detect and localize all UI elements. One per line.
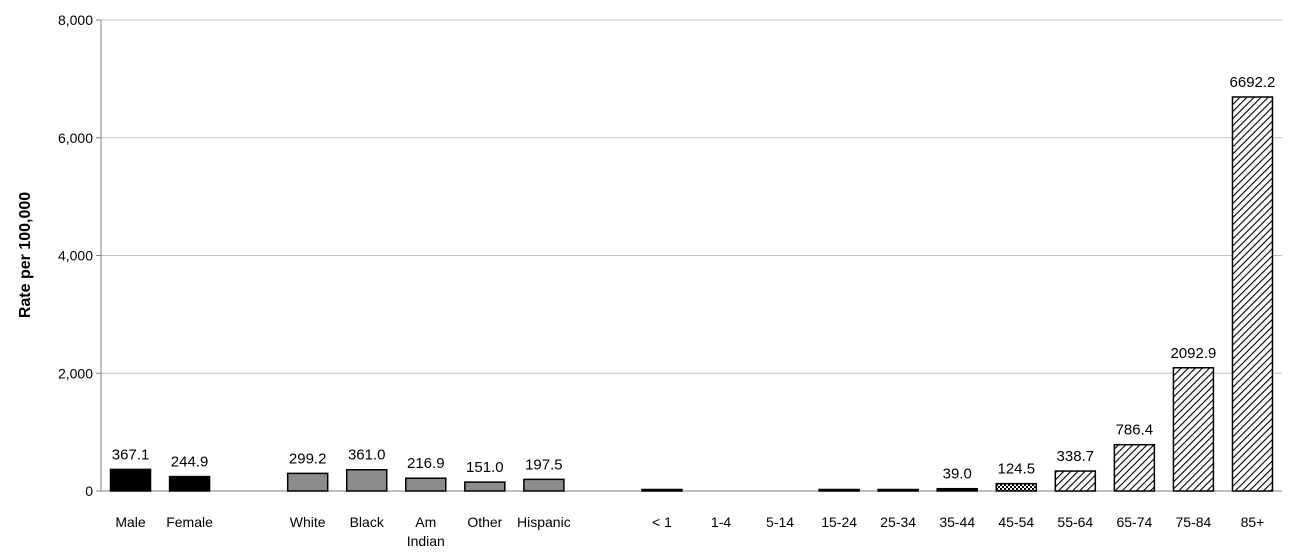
y-axis-label: Rate per 100,000: [17, 192, 34, 318]
y-tick-label: 4,000: [58, 248, 93, 264]
data-label: 299.2: [289, 450, 327, 467]
data-label: 197.5: [525, 456, 563, 473]
data-label: 2092.9: [1170, 345, 1216, 362]
data-label: 216.9: [407, 455, 445, 472]
bar: [345, 468, 388, 492]
x-tick-label: Black: [350, 514, 385, 530]
data-label: 786.4: [1116, 422, 1154, 439]
x-tick-label: 35-44: [939, 514, 975, 530]
bar: [168, 475, 211, 492]
x-tick-label: < 1: [652, 514, 672, 530]
bar: [405, 477, 447, 492]
bar: [936, 487, 978, 492]
bar: [1231, 96, 1274, 492]
x-tick-label: 1-4: [711, 514, 731, 530]
data-label: 367.1: [112, 446, 150, 463]
y-tick-label: 2,000: [58, 365, 93, 381]
data-label: 151.0: [466, 459, 504, 476]
bar: [995, 482, 1038, 492]
bars: 367.1 244.9 299.2 361.0 216.9 151.0 197.5 39.0 1…: [109, 74, 1276, 492]
data-label: 361.0: [348, 447, 386, 464]
y-tick-label: 8,000: [58, 12, 93, 28]
x-tick-label: White: [290, 514, 326, 530]
x-tick-label: Female: [166, 514, 213, 530]
x-tick-label: 25-34: [880, 514, 916, 530]
x-tick-label: 5-14: [766, 514, 794, 530]
x-tick-label: 85+: [1241, 514, 1265, 530]
bar: [1113, 443, 1156, 492]
bar: [1172, 367, 1215, 492]
data-label: 244.9: [171, 454, 209, 471]
data-label: 39.0: [943, 466, 972, 483]
x-tick-label: 55-64: [1057, 514, 1093, 530]
bar: [286, 472, 329, 492]
x-tick-label: Hispanic: [517, 514, 571, 530]
bar: [109, 468, 152, 492]
bar: [877, 488, 919, 492]
bar: [1054, 470, 1097, 492]
x-tick-label: Other: [467, 514, 502, 530]
y-axis: 0 2,000 4,000 6,000 8,000: [58, 12, 1282, 499]
x-tick-label: 45-54: [998, 514, 1034, 530]
x-tick-labels: Male Female White Black Am Indian Other Hispani…: [115, 514, 1264, 549]
bar: [464, 481, 506, 492]
x-tick-label: Male: [115, 514, 146, 530]
x-tick-label: 15-24: [821, 514, 857, 530]
data-label: 124.5: [998, 461, 1036, 478]
bar: [818, 488, 860, 492]
gridlines: [101, 19, 1282, 374]
x-tick-label: 75-84: [1176, 514, 1212, 530]
data-label: 338.7: [1057, 448, 1095, 465]
x-tick-label: 65-74: [1116, 514, 1152, 530]
bar: [523, 478, 565, 492]
y-tick-label: 0: [85, 483, 93, 499]
bar: [641, 488, 683, 492]
x-tick-label: Am Indian: [407, 514, 445, 549]
data-label: 6692.2: [1230, 74, 1276, 91]
y-tick-label: 6,000: [58, 130, 93, 146]
